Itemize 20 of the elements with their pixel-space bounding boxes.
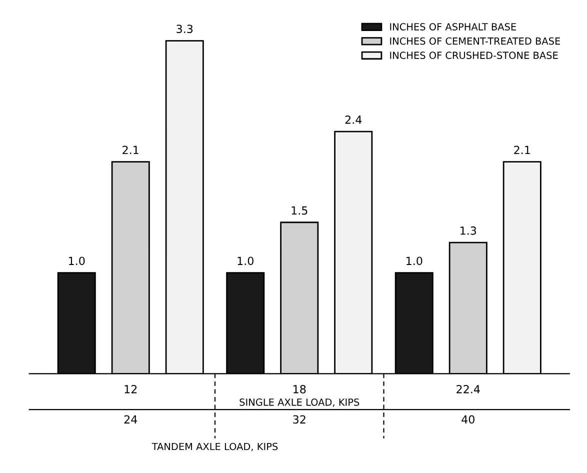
data-label: 1.3 bbox=[460, 226, 476, 235]
legend-label: INCHES OF CRUSHED-STONE BASE bbox=[390, 52, 558, 60]
text: 32 bbox=[293, 415, 306, 424]
x-tick-label: 22.4 bbox=[456, 384, 480, 394]
x-tick-label: 18 bbox=[294, 384, 306, 394]
data-label: 2.1 bbox=[122, 146, 138, 154]
text: 40 bbox=[462, 415, 474, 424]
data-label: 1.0 bbox=[406, 256, 422, 266]
x-axis-title: SINGLE AXLE LOAD, KIPS bbox=[240, 398, 360, 407]
data-label: 1.0 bbox=[68, 256, 85, 266]
text: TANDEM AXLE LOAD, KIPS bbox=[152, 442, 278, 452]
x-tick-label: 12 bbox=[124, 384, 137, 394]
legend-label: INCHES OF CEMENT-TREATED BASE bbox=[390, 37, 560, 45]
data-label: 1.5 bbox=[292, 206, 308, 215]
data-label: 1.0 bbox=[238, 256, 254, 266]
data-label: 3.3 bbox=[176, 24, 193, 34]
data-label: 2.1 bbox=[514, 146, 530, 154]
text: 24 bbox=[124, 415, 138, 424]
data-label: 2.4 bbox=[345, 115, 362, 124]
legend-label: INCHES OF ASPHALT BASE bbox=[390, 23, 516, 30]
